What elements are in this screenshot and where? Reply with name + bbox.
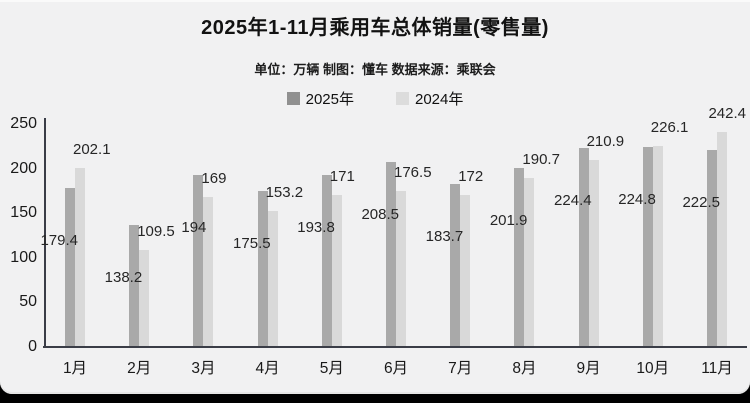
value-label-2025-7月: 183.7 (425, 228, 464, 246)
legend-swatch-2025-icon (286, 92, 300, 105)
bar-2025-2月 (129, 224, 140, 348)
value-label-2025-9月: 224.4 (554, 191, 592, 209)
value-label-2024-1月: 202.1 (73, 140, 111, 158)
bar-2025-1月 (65, 187, 75, 348)
value-label-2024-5月: 171 (329, 168, 355, 186)
value-label-2024-11月: 242.4 (708, 104, 746, 122)
value-label-2025-11月: 222.5 (682, 193, 720, 211)
bar-2025-8月 (514, 167, 525, 348)
y-axis-line (44, 118, 46, 348)
bar-2025-3月 (193, 174, 204, 348)
y-tick-0: 0 (28, 338, 37, 355)
bar-2025-11月 (707, 149, 717, 348)
legend-swatch-2024-icon (396, 92, 409, 105)
y-tick-50: 50 (19, 293, 37, 311)
x-tick-5月: 5月 (319, 360, 344, 377)
chart-card: 2025年1-11月乘用车总体销量(零售量) 单位：万辆 制图：懂车 数据来源：… (0, 0, 750, 394)
value-label-2025-2月: 138.2 (104, 268, 143, 286)
value-label-2024-9月: 210.9 (586, 132, 625, 150)
bar-2024-10月 (652, 146, 663, 348)
bar-2024-9月 (588, 159, 599, 348)
legend-label-2024: 2024年 (415, 91, 464, 108)
chart-subtitle: 单位：万辆 制图：懂车 数据来源：乘联会 (254, 62, 496, 77)
bar-2024-3月 (203, 197, 214, 348)
bar-2024-5月 (331, 195, 342, 348)
x-tick-2月: 2月 (127, 360, 152, 377)
bar-chart-plot: 0 50 100 150 200 250 179.4 202.1 1月 138.2 109.5 2月 1… (10, 104, 747, 377)
bar-2025-9月 (578, 147, 589, 348)
y-tick-150: 150 (10, 204, 37, 222)
bar-2025-7月 (450, 184, 461, 348)
x-axis-line (43, 346, 747, 348)
value-label-2025-10月: 224.8 (618, 191, 656, 209)
legend-item-2024: 2024年 (396, 88, 463, 109)
x-tick-9月: 9月 (576, 360, 601, 377)
y-tick-200: 200 (10, 159, 37, 177)
bar-2024-8月 (524, 177, 535, 348)
bar-2024-4月 (267, 211, 278, 348)
value-label-2024-3月: 169 (201, 170, 227, 188)
bar-2025-4月 (257, 191, 268, 348)
bar-2024-6月 (396, 190, 406, 348)
value-label-2024-8月: 190.7 (522, 150, 560, 168)
value-label-2025-8月: 201.9 (489, 211, 528, 229)
value-label-2024-6月: 176.5 (394, 163, 432, 181)
bar-2024-2月 (139, 250, 150, 348)
x-tick-11月: 11月 (701, 360, 733, 377)
x-tick-3月: 3月 (191, 360, 216, 377)
x-tick-6月: 6月 (383, 360, 409, 377)
x-tick-8月: 8月 (512, 360, 537, 377)
bar-2025-10月 (642, 147, 653, 348)
value-label-2025-5月: 193.8 (297, 219, 335, 237)
legend-label-2025: 2025年 (305, 91, 354, 108)
page-title: 2025年1-11月乘用车总体销量(零售量) (201, 17, 549, 39)
y-tick-100: 100 (10, 248, 37, 266)
x-tick-7月: 7月 (448, 360, 473, 377)
x-tick-4月: 4月 (255, 360, 280, 377)
value-label-2025-1月: 179.4 (40, 231, 78, 249)
value-label-2024-4月: 153.2 (265, 184, 304, 202)
value-label-2024-10月: 226.1 (650, 119, 689, 137)
value-label-2024-7月: 172 (458, 167, 484, 185)
value-label-2025-6月: 208.5 (361, 206, 399, 224)
value-label-2025-4月: 175.5 (233, 235, 271, 253)
x-tick-10月: 10月 (636, 360, 670, 377)
bar-2025-6月 (386, 162, 396, 348)
value-label-2025-3月: 194 (181, 218, 207, 236)
legend: 2025年 2024年 (0, 88, 750, 109)
bar-2024-11月 (717, 131, 727, 348)
legend-item-2025: 2025年 (286, 88, 354, 109)
x-tick-1月: 1月 (62, 360, 88, 377)
y-tick-250: 250 (10, 115, 37, 132)
value-label-2024-2月: 109.5 (137, 223, 175, 241)
bar-2024-1月 (75, 167, 85, 348)
bar-2025-5月 (321, 175, 332, 348)
bar-2024-7月 (460, 194, 471, 348)
